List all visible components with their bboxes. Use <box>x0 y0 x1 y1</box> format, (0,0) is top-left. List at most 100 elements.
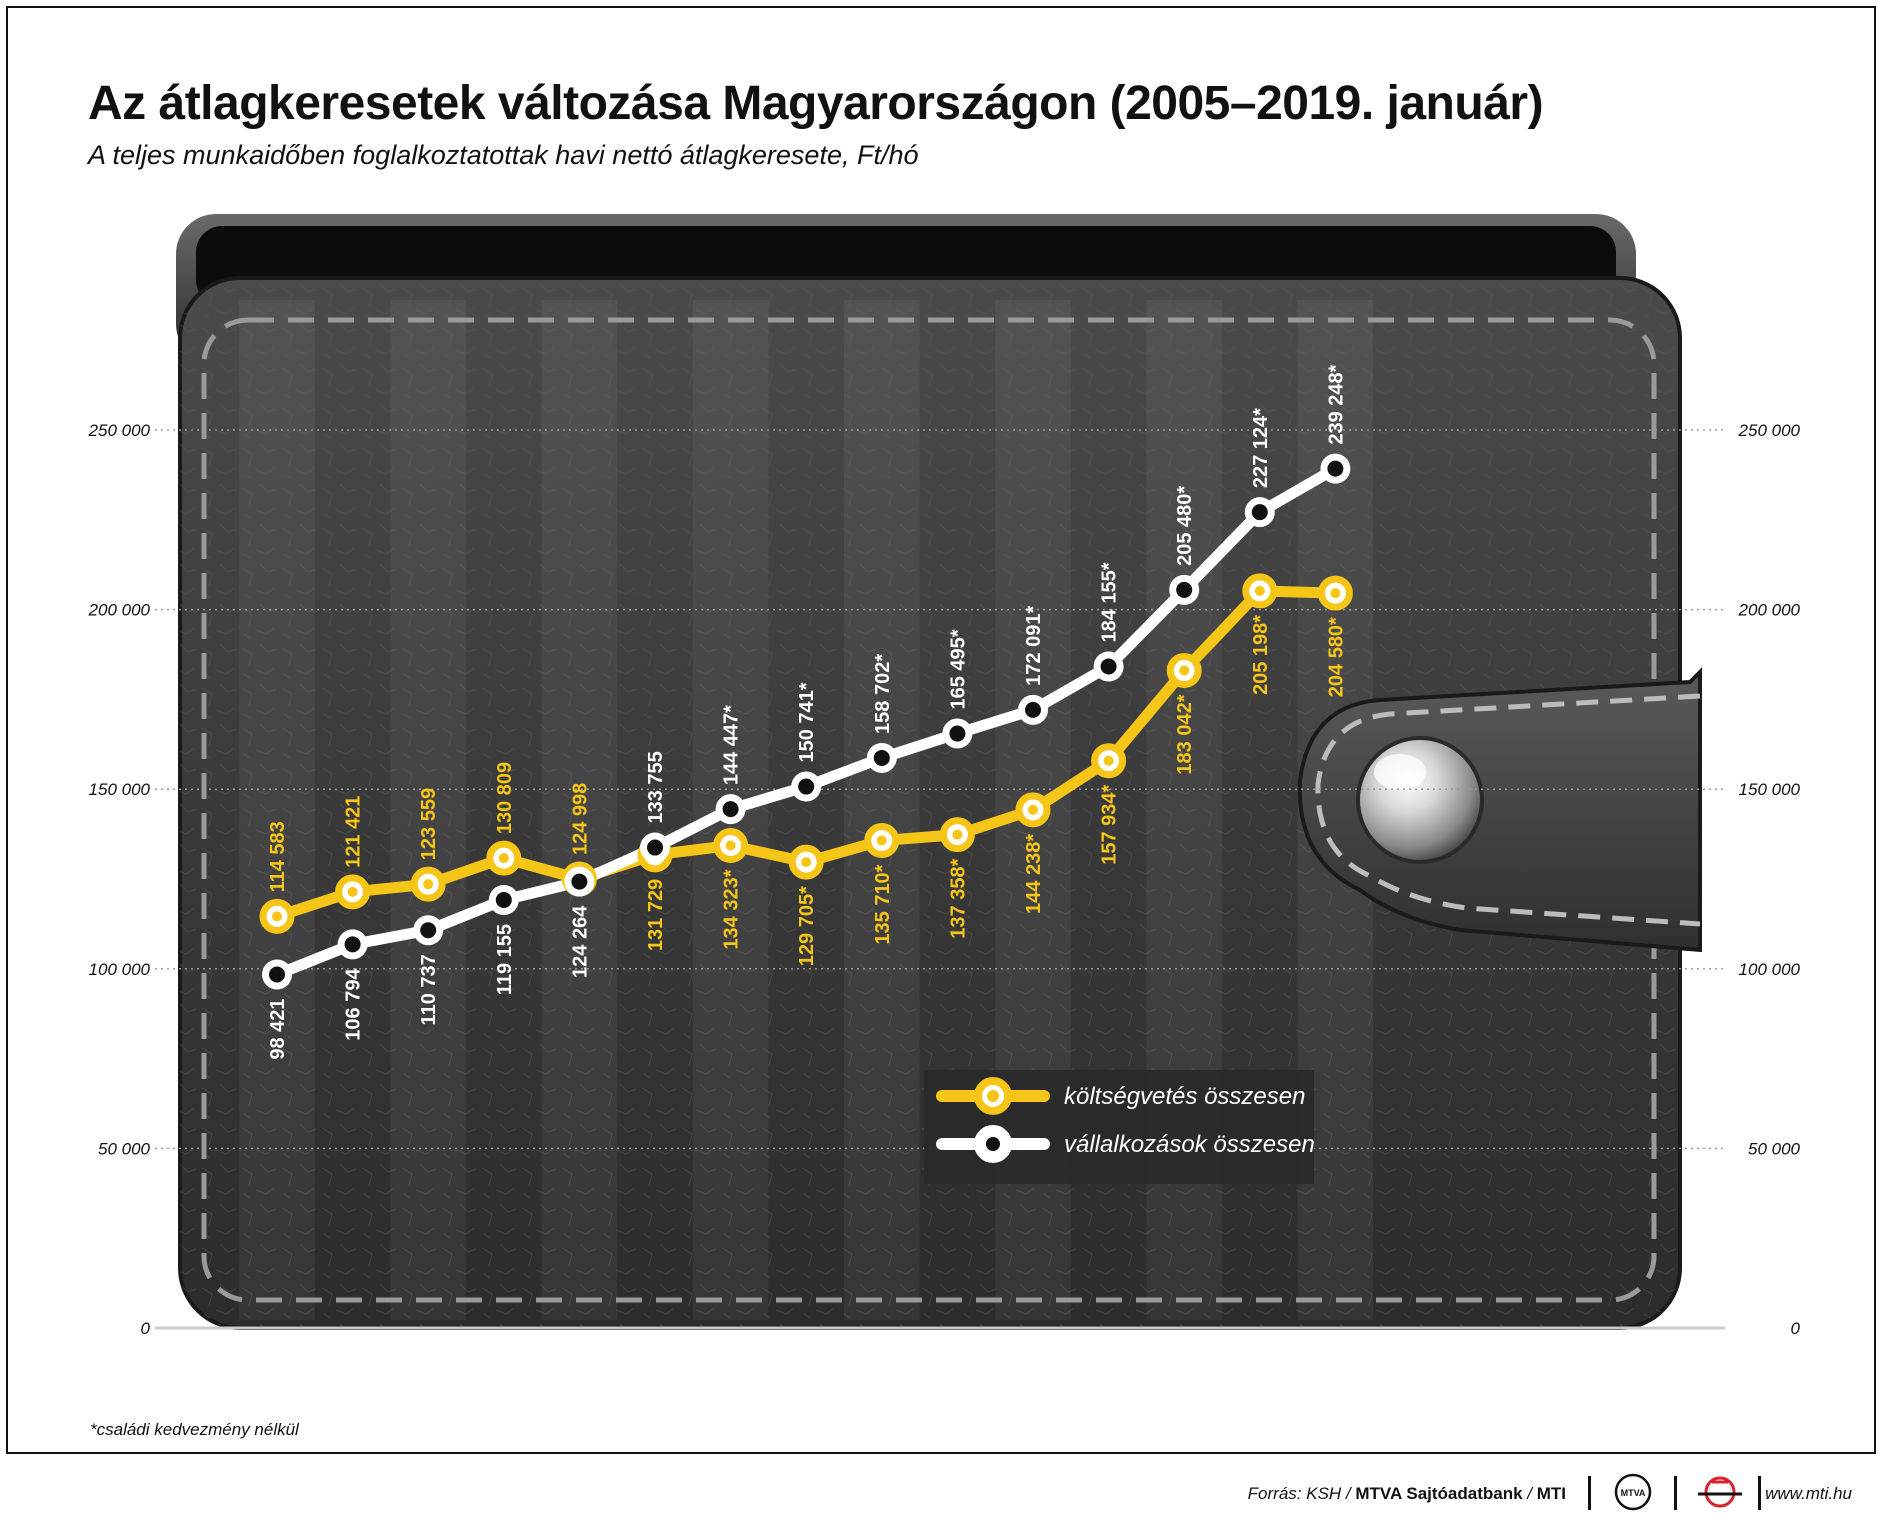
series-value-labels: 114 583 121 421 123 559 130 809 124 998 131 7… <box>267 364 1347 1059</box>
value-label-koltsegvetes: 114 583 <box>267 821 289 892</box>
snap-button-highlight <box>1374 754 1426 790</box>
value-label-vallalkozasok: 205 480* <box>1174 486 1196 566</box>
value-label-koltsegvetes: 144 238* <box>1023 834 1045 914</box>
y-tick-label-right: 150 000 <box>1739 780 1801 799</box>
point-vallalkozasok-center <box>344 936 361 953</box>
point-koltsegvetes-center <box>1028 804 1038 815</box>
point-vallalkozasok-center <box>1100 658 1117 675</box>
point-koltsegvetes-center <box>876 835 887 846</box>
value-label-koltsegvetes: 137 358* <box>947 858 969 938</box>
footer-divider <box>1758 1476 1761 1510</box>
point-vallalkozasok-center <box>647 839 663 856</box>
value-label-koltsegvetes: 130 809 <box>494 762 516 834</box>
value-label-vallalkozasok: 106 794 <box>343 968 365 1041</box>
value-label-vallalkozasok: 239 248* <box>1325 364 1347 444</box>
point-vallalkozasok-center <box>1251 504 1268 521</box>
y-tick-label-right: 0 <box>1791 1319 1801 1338</box>
y-tick-label-right: 200 000 <box>1738 601 1801 620</box>
point-koltsegvetes-center <box>272 911 282 922</box>
x-tick-label: 2019. <box>1304 1343 1367 1371</box>
value-label-vallalkozasok: 165 495* <box>947 629 969 709</box>
series-points <box>259 453 1353 990</box>
snap-button <box>1356 736 1484 864</box>
point-vallalkozasok-center <box>269 966 285 983</box>
x-tick-label: 2018 <box>1232 1343 1288 1371</box>
footer-divider <box>1588 1476 1591 1510</box>
value-label-koltsegvetes: 204 580* <box>1325 617 1347 697</box>
mtva-logo-text: MTVA <box>1621 1488 1646 1498</box>
value-label-vallalkozasok: 184 155* <box>1099 562 1121 642</box>
value-label-koltsegvetes: 131 729 <box>645 879 667 951</box>
footer: Forrás: KSH / MTVA Sajtóadatbank / MTI M… <box>0 1460 1884 1524</box>
x-tick-label: 2006 <box>325 1343 381 1371</box>
value-label-vallalkozasok: 144 447* <box>721 705 743 785</box>
x-tick-label: 2011 <box>703 1343 757 1371</box>
column-stripe <box>541 300 618 1320</box>
point-vallalkozasok-center <box>1327 460 1344 477</box>
y-tick-label-right: 250 000 <box>1738 421 1801 440</box>
value-label-koltsegvetes: 129 705* <box>796 886 818 966</box>
point-vallalkozasok-center <box>722 801 739 818</box>
point-vallalkozasok-center <box>420 922 437 939</box>
point-koltsegvetes-center <box>347 886 358 897</box>
point-vallalkozasok-center <box>798 778 815 795</box>
x-tick-label: 2012 <box>778 1343 834 1371</box>
source-prefix: Forrás: KSH / <box>1247 1484 1356 1503</box>
point-vallalkozasok-center <box>949 725 966 742</box>
x-tick-label: 2005 <box>249 1343 305 1371</box>
wallet-texture <box>180 278 1680 1328</box>
x-tick-label: 2016 <box>1081 1343 1137 1371</box>
point-vallalkozasok-center <box>571 873 588 890</box>
point-koltsegvetes-center <box>1330 588 1341 599</box>
point-koltsegvetes-center <box>801 857 812 868</box>
point-koltsegvetes-center <box>423 879 434 890</box>
x-tick-label: 2014 <box>930 1343 986 1371</box>
y-tick-label-left: 100 000 <box>89 960 151 979</box>
flap-stitching <box>1315 693 1701 927</box>
point-vallalkozasok-center <box>1025 701 1041 718</box>
point-koltsegvetes-center <box>1179 665 1190 676</box>
point-vallalkozasok-center <box>873 749 890 766</box>
mtva-logo: MTVA <box>1614 1473 1652 1511</box>
value-label-vallalkozasok: 158 702* <box>872 654 894 734</box>
chart-subtitle: A teljes munkaidőben foglalkoztatottak h… <box>88 140 919 170</box>
value-label-koltsegvetes: 121 421 <box>343 796 365 868</box>
x-tick-label: 2015 <box>1005 1343 1061 1371</box>
value-label-koltsegvetes: 183 042* <box>1174 694 1196 774</box>
x-tick-label: 2017 <box>1156 1343 1212 1371</box>
y-tick-label-left: 150 000 <box>89 780 151 799</box>
footer-divider <box>1674 1476 1677 1510</box>
x-tick-label: 2008 <box>476 1343 532 1371</box>
value-label-koltsegvetes: 157 934* <box>1099 784 1121 864</box>
value-label-koltsegvetes: 134 323* <box>721 869 743 949</box>
wallet-chart: 0 50 000 100 000 150 000 200 000 250 000 0 50 … <box>87 214 1801 1395</box>
value-label-vallalkozasok: 227 124* <box>1250 408 1272 488</box>
legend-marker-vallalkozasok-dot <box>986 1137 1000 1151</box>
value-label-vallalkozasok: 133 755 <box>645 751 667 823</box>
y-grid <box>155 429 1725 1330</box>
value-label-koltsegvetes: 123 559 <box>418 788 440 860</box>
y-tick-label-left: 50 000 <box>98 1139 151 1158</box>
point-koltsegvetes-center <box>952 829 963 840</box>
value-label-vallalkozasok: 172 091* <box>1023 606 1045 686</box>
x-tick-label: 2010 <box>627 1343 683 1371</box>
value-label-koltsegvetes: 205 198* <box>1250 615 1272 695</box>
value-label-koltsegvetes: 124 998 <box>569 783 591 855</box>
legend-label-vallalkozasok: vállalkozások összesen <box>1064 1131 1315 1158</box>
point-koltsegvetes-center <box>1254 585 1265 596</box>
website-url: www.mti.hu <box>1765 1484 1852 1503</box>
value-label-koltsegvetes: 135 710* <box>872 864 894 944</box>
source-credit: Forrás: KSH / MTVA Sajtóadatbank / MTI <box>1248 1484 1566 1504</box>
value-label-vallalkozasok: 110 737 <box>418 954 440 1025</box>
x-tick-label: jan. <box>1313 1367 1357 1395</box>
mti-logo <box>1698 1476 1742 1508</box>
column-stripe <box>390 300 466 1320</box>
y-axis-right: 0 50 000 100 000 150 000 200 000 250 000 <box>1738 421 1801 1338</box>
footnote: *családi kedvezmény nélkül <box>90 1420 299 1439</box>
y-tick-label-left: 250 000 <box>88 421 151 440</box>
x-tick-label: 2007 <box>400 1343 456 1371</box>
column-stripe <box>844 300 920 1320</box>
x-tick-label: 2009 <box>552 1343 608 1371</box>
source-mti: MTI <box>1536 1484 1566 1503</box>
chart-title: Az átlagkeresetek változása Magyarország… <box>88 77 1544 130</box>
